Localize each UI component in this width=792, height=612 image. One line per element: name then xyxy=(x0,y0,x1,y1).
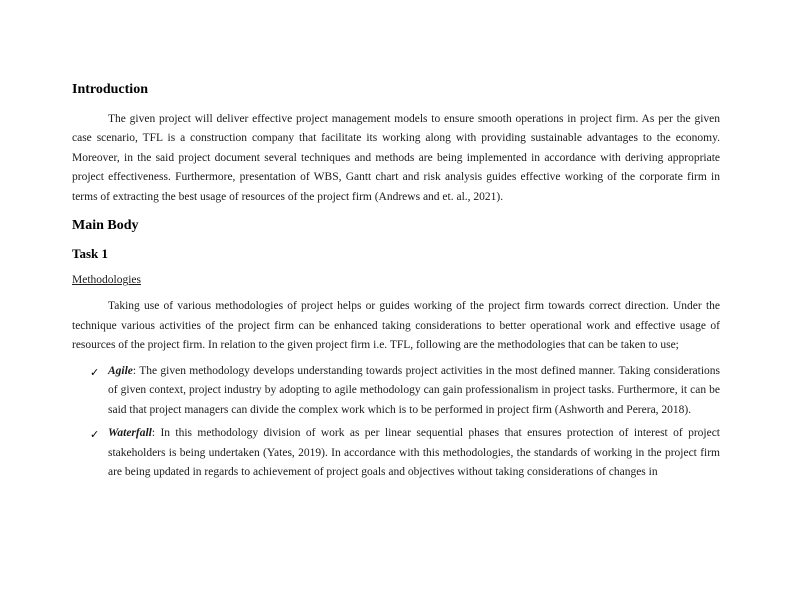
methodologies-intro: Taking use of various methodologies of p… xyxy=(72,297,720,356)
item-name: Agile xyxy=(108,365,133,377)
item-text: : The given methodology develops underst… xyxy=(108,365,720,416)
list-item: ✓ Agile: The given methodology develops … xyxy=(108,362,720,421)
methodologies-list: ✓ Agile: The given methodology develops … xyxy=(72,362,720,483)
introduction-body: The given project will deliver effective… xyxy=(72,110,720,208)
check-icon: ✓ xyxy=(90,364,99,383)
check-icon: ✓ xyxy=(90,426,99,445)
introduction-heading: Introduction xyxy=(72,78,720,102)
list-item: ✓ Waterfall: In this methodology divisio… xyxy=(108,424,720,483)
main-body-heading: Main Body xyxy=(72,214,720,238)
item-text: : In this methodology division of work a… xyxy=(108,427,720,478)
methodologies-title: Methodologies xyxy=(72,271,720,291)
task1-heading: Task 1 xyxy=(72,243,720,265)
item-name: Waterfall xyxy=(108,427,152,439)
